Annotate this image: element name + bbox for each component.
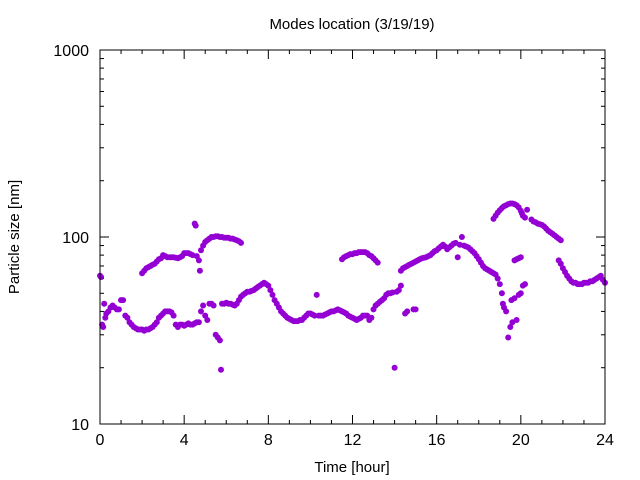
data-point xyxy=(101,300,108,307)
data-point xyxy=(505,334,512,341)
data-point xyxy=(313,291,320,298)
data-point xyxy=(153,319,160,326)
data-point xyxy=(368,314,375,321)
data-point xyxy=(192,222,199,229)
data-point xyxy=(265,282,272,289)
x-tick-label: 8 xyxy=(264,432,273,449)
data-point xyxy=(200,302,207,309)
x-tick-label: 4 xyxy=(180,432,189,449)
axis-ticks xyxy=(99,49,606,425)
data-point xyxy=(522,214,528,221)
data-point xyxy=(557,237,564,244)
data-point xyxy=(397,282,404,289)
data-point xyxy=(195,319,202,326)
data-point xyxy=(195,257,202,264)
y-tick-label: 100 xyxy=(62,230,89,247)
data-point xyxy=(204,317,211,323)
data-point xyxy=(238,239,244,246)
data-point xyxy=(210,302,217,309)
x-tick-label: 24 xyxy=(596,432,614,449)
x-tick-label: 16 xyxy=(428,432,446,449)
data-point xyxy=(507,324,514,330)
data-point xyxy=(522,281,528,288)
data-point xyxy=(503,308,510,315)
data-point xyxy=(404,308,411,315)
data-point xyxy=(311,312,318,319)
data-point xyxy=(494,275,501,282)
data-point xyxy=(517,254,524,261)
x-tick-label: 20 xyxy=(512,432,530,449)
plot-frame xyxy=(99,49,606,425)
x-axis-label: Time [hour] xyxy=(314,459,389,476)
data-point xyxy=(120,297,127,304)
data-point xyxy=(513,317,520,323)
data-point xyxy=(511,295,518,302)
y-tick-label: 1000 xyxy=(53,43,89,60)
data-point xyxy=(115,306,122,313)
data-point xyxy=(454,254,461,261)
data-point xyxy=(517,290,524,297)
data-point xyxy=(98,274,105,281)
data-point xyxy=(269,291,276,298)
data-point xyxy=(267,287,274,294)
x-tick-label: 12 xyxy=(344,432,362,449)
data-point xyxy=(412,306,419,313)
data-point xyxy=(374,259,381,266)
data-point xyxy=(557,260,564,267)
tick-labels: 0 4 8 12 16 20 24 10 100 1000 xyxy=(53,43,614,449)
data-point xyxy=(198,308,204,315)
data-point xyxy=(496,281,503,288)
data-point xyxy=(524,206,531,213)
data-point xyxy=(100,324,107,330)
data-point xyxy=(498,290,505,297)
data-point xyxy=(170,312,177,319)
y-axis-label: Particle size [nm] xyxy=(6,180,23,294)
data-point xyxy=(196,267,203,274)
data-point xyxy=(216,337,223,344)
data-point xyxy=(218,366,224,373)
data-point xyxy=(458,234,465,240)
data-point xyxy=(391,364,398,371)
data-points xyxy=(97,200,608,373)
chart-title: Modes location (3/19/19) xyxy=(269,16,434,33)
x-tick-label: 0 xyxy=(96,432,105,449)
y-tick-label: 10 xyxy=(71,417,89,434)
data-point xyxy=(198,247,204,254)
data-point xyxy=(395,287,402,294)
data-point xyxy=(124,314,131,321)
